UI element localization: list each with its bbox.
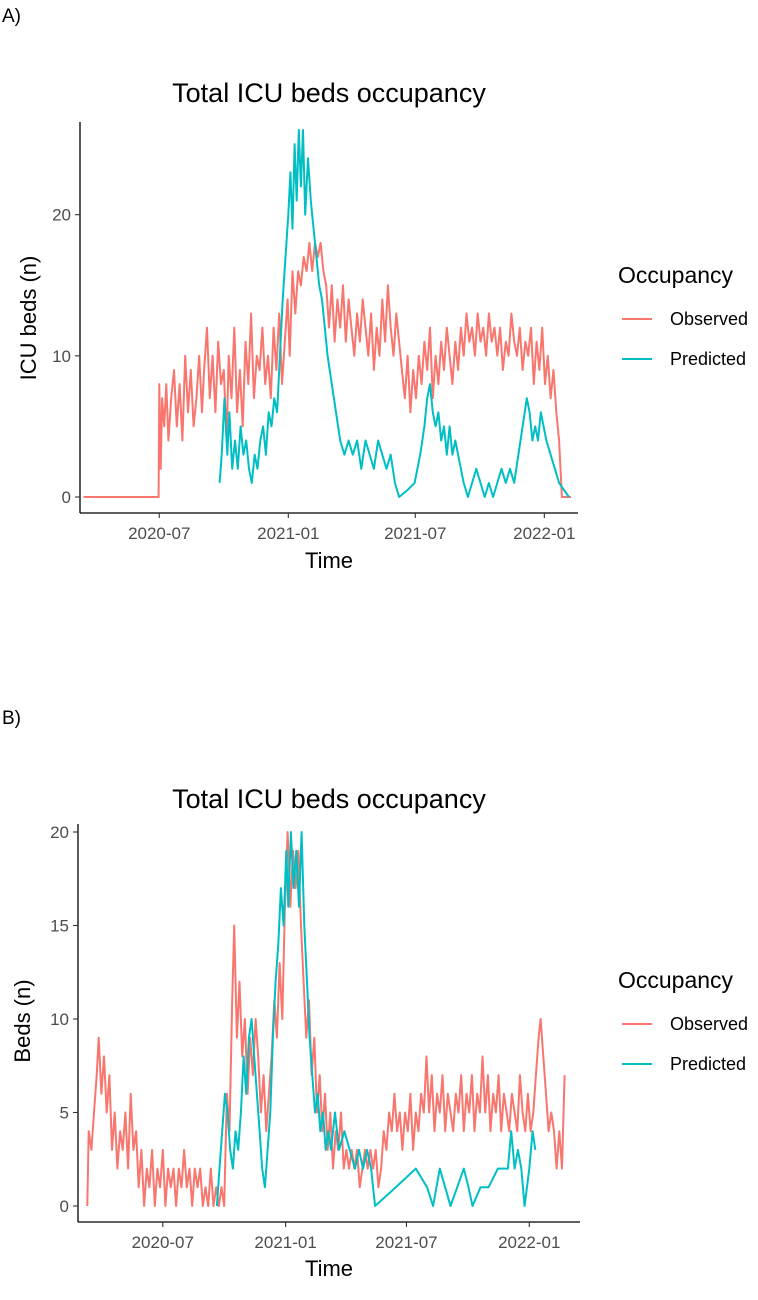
x-tick-label: 2022-01 bbox=[498, 1233, 560, 1252]
y-tick-label: 20 bbox=[50, 823, 69, 842]
series-line-observed bbox=[83, 241, 571, 498]
chart-title: Total ICU beds occupancy bbox=[172, 784, 486, 814]
x-tick-label: 2020-07 bbox=[128, 524, 190, 543]
y-axis-title: ICU beds (n) bbox=[16, 256, 41, 381]
y-tick-label: 5 bbox=[60, 1104, 69, 1123]
legend-label-observed: Observed bbox=[670, 309, 748, 329]
x-tick-label: 2022-01 bbox=[513, 524, 575, 543]
y-axis-title: Beds (n) bbox=[10, 979, 35, 1062]
chart-title: Total ICU beds occupancy bbox=[172, 78, 486, 108]
series-line-predicted bbox=[215, 831, 537, 1207]
panel-label-a: A) bbox=[2, 6, 21, 27]
legend-label-observed: Observed bbox=[670, 1014, 748, 1034]
legend-label-predicted: Predicted bbox=[670, 349, 746, 369]
x-axis-title: Time bbox=[305, 548, 353, 573]
x-tick-label: 2021-07 bbox=[384, 524, 446, 543]
panel-label-b: B) bbox=[2, 708, 21, 729]
y-tick-label: 0 bbox=[62, 488, 71, 507]
y-tick-label: 10 bbox=[50, 1010, 69, 1029]
x-tick-label: 2021-01 bbox=[257, 524, 319, 543]
series-line-observed bbox=[86, 831, 566, 1207]
x-axis-title: Time bbox=[305, 1256, 353, 1281]
y-tick-label: 0 bbox=[60, 1197, 69, 1216]
y-tick-label: 10 bbox=[52, 347, 71, 366]
chart-a: Total ICU beds occupancy 0 10 20 2020-07 2021… bbox=[16, 78, 748, 573]
legend-title: Occupancy bbox=[618, 967, 734, 993]
y-tick-label: 20 bbox=[52, 206, 71, 225]
series-line-predicted bbox=[218, 129, 570, 498]
y-tick-label: 15 bbox=[50, 917, 69, 936]
legend-title: Occupancy bbox=[618, 262, 734, 288]
x-tick-label: 2021-01 bbox=[254, 1233, 316, 1252]
x-tick-label: 2021-07 bbox=[375, 1233, 437, 1252]
x-tick-label: 2020-07 bbox=[132, 1233, 194, 1252]
legend-label-predicted: Predicted bbox=[670, 1054, 746, 1074]
chart-b: Total ICU beds occupancy 0 5 10 15 20 2020-07 2… bbox=[10, 784, 748, 1281]
